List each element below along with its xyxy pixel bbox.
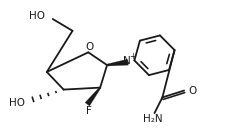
Text: F: F <box>86 106 92 116</box>
Text: HO: HO <box>9 98 25 108</box>
Polygon shape <box>107 59 128 66</box>
Text: H₂N: H₂N <box>143 114 162 124</box>
Polygon shape <box>85 87 101 106</box>
Text: N: N <box>123 56 131 66</box>
Text: HO: HO <box>29 11 45 21</box>
Text: +: + <box>129 52 136 61</box>
Text: O: O <box>85 43 93 52</box>
Text: O: O <box>188 86 196 95</box>
